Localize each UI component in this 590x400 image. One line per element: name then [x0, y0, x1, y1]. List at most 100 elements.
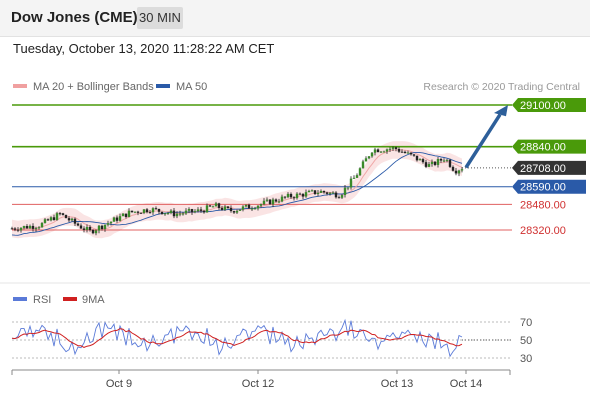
candle-body: [91, 230, 95, 234]
candle-body: [322, 190, 326, 193]
price-tag-text: 28708.00: [520, 163, 566, 175]
candle-body: [346, 187, 350, 189]
candle-body: [361, 161, 365, 169]
rsi-legend: RSI 9MA: [13, 294, 105, 306]
candle-body: [157, 208, 161, 212]
candle-body: [445, 159, 449, 161]
timestamp: Tuesday, October 13, 2020 11:28:22 AM CE…: [13, 41, 275, 56]
candle-body: [76, 223, 80, 226]
candle-body: [400, 151, 404, 153]
candle-body: [172, 210, 176, 217]
candle-body: [232, 211, 236, 213]
candle-body: [301, 194, 305, 197]
candle-body: [94, 230, 98, 234]
price-tag-28840.00: 28840.00: [512, 139, 586, 154]
candle-body: [118, 216, 122, 221]
candle-body: [343, 187, 347, 196]
candle-body: [133, 211, 137, 213]
candle-body: [88, 226, 92, 231]
ma9-legend-swatch: [63, 297, 77, 301]
candle-body: [196, 209, 200, 212]
candle-body: [268, 199, 272, 205]
candle-body: [430, 161, 434, 165]
candle-body: [37, 227, 41, 229]
price-tag-text: 28840.00: [520, 142, 566, 154]
candle-body: [70, 218, 74, 221]
candle-body: [211, 206, 215, 208]
candle-body: [256, 205, 260, 209]
candle-body: [124, 213, 128, 217]
candle-body: [304, 192, 308, 197]
candle-body: [379, 151, 383, 153]
candle-body: [19, 227, 23, 231]
ma20-legend-label: MA 20 + Bollinger Bands: [33, 81, 154, 93]
candle-body: [373, 149, 377, 153]
candle-body: [178, 213, 182, 215]
bollinger-band: [12, 141, 462, 239]
rsi-level-label-70: 70: [520, 317, 532, 329]
candle-body: [55, 213, 59, 221]
candle-body: [238, 209, 242, 211]
candle-body: [64, 214, 68, 219]
candle-body: [313, 190, 317, 194]
candle-body: [208, 205, 212, 207]
candle-body: [382, 151, 386, 153]
candle-body: [85, 226, 89, 230]
candle-body: [49, 217, 53, 221]
price-level-text-28480.00: 28480.00: [520, 199, 566, 211]
candle-body: [229, 208, 233, 212]
candle-body: [112, 217, 116, 222]
forecast-arrow-head: [494, 105, 508, 117]
x-tick-label: Oct 9: [106, 378, 132, 390]
ma50-legend-label: MA 50: [176, 81, 207, 93]
candle-body: [61, 213, 65, 215]
price-levels: [12, 104, 512, 231]
price-tag-28708.00: 28708.00: [512, 160, 586, 175]
rsi-level-label-50: 50: [520, 335, 532, 347]
x-tick-label: Oct 12: [242, 378, 274, 390]
candle-body: [442, 160, 446, 162]
candle-body: [121, 213, 125, 217]
candle-body: [58, 213, 62, 215]
candle-body: [328, 192, 332, 194]
candle-body: [223, 206, 227, 210]
candle-body: [25, 226, 29, 229]
instrument-title: Dow Jones (CME): [11, 9, 138, 26]
candle-body: [292, 197, 296, 199]
candle-body: [298, 193, 302, 195]
candle-body: [10, 228, 14, 230]
candle-body: [385, 149, 389, 152]
candle-body: [193, 211, 197, 213]
candle-body: [277, 201, 281, 203]
candle-body: [352, 177, 356, 179]
candle-body: [409, 152, 413, 155]
price-tag-text: 28590.00: [520, 182, 566, 194]
candle-body: [370, 152, 374, 157]
ma9-legend-label: 9MA: [82, 294, 105, 306]
candle-body: [271, 199, 275, 205]
candle-body: [163, 213, 167, 215]
candle-body: [205, 205, 209, 213]
candle-body: [43, 219, 47, 223]
candle-body: [28, 225, 32, 229]
candle-body: [16, 229, 20, 231]
candle-body: [247, 204, 251, 209]
candle-body: [427, 164, 431, 167]
timeframe-button[interactable]: 30 MIN: [137, 7, 183, 29]
candle-body: [34, 228, 38, 230]
candle-body: [226, 206, 230, 209]
candle-body: [253, 208, 257, 210]
rsi-legend-label: RSI: [33, 294, 51, 306]
candle-body: [334, 192, 338, 198]
candle-body: [259, 204, 263, 206]
price-panel: 29100.00 28840.00 28708.00 28590.00 28480.00…: [10, 98, 586, 239]
candle-body: [187, 209, 191, 211]
candle-body: [418, 159, 422, 161]
candle-body: [274, 199, 278, 202]
rsi-level-label-30: 30: [520, 353, 532, 365]
candle-body: [154, 208, 158, 210]
candle-body: [31, 225, 35, 229]
candle-body: [358, 168, 362, 176]
candle-body: [67, 218, 71, 221]
candle-body: [184, 210, 188, 214]
